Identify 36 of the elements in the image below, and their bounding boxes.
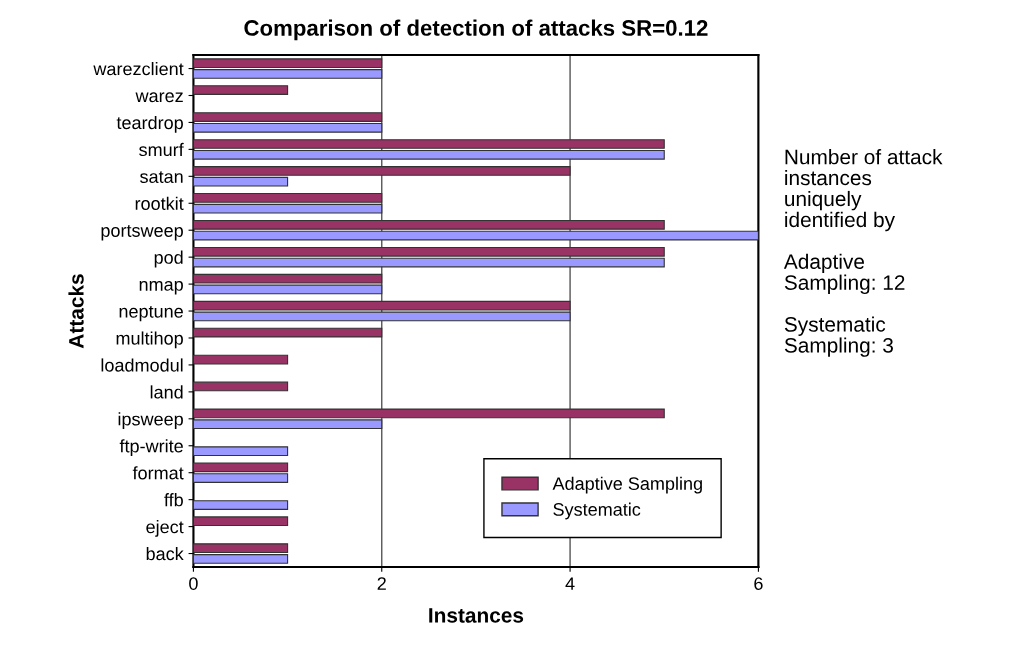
x-tick-label: 2	[377, 577, 386, 590]
y-tick-label: back	[146, 546, 184, 561]
y-tick-label: teardrop	[116, 115, 183, 133]
y-tick-label: pod	[154, 250, 183, 268]
x-axis-title: Instances	[429, 608, 524, 623]
text: Number of attack instances uniquely identified by Adaptive Sampling: 12 Systematic Sampling: 3	[783, 149, 943, 357]
y-tick-label: rootkit	[135, 196, 184, 210]
legend-label: Adaptive Sampling	[552, 476, 702, 494]
y-tick-label: ftp-write	[119, 439, 183, 457]
y-axis-title: Attacks	[68, 274, 84, 349]
x-tick-label: 0	[189, 577, 198, 590]
y-tick-label: satan	[140, 171, 183, 184]
chart-title: Comparison of detection of attacks SR=0.12	[244, 19, 708, 41]
bar	[193, 500, 289, 510]
y-tick-label: format	[132, 466, 184, 480]
bar	[193, 354, 289, 365]
y-tick-label: neptune	[119, 305, 183, 322]
bar	[193, 516, 289, 527]
y-tick-label: loadmodul	[101, 358, 183, 372]
y-tick-label: ipsweep	[118, 412, 183, 430]
y-tick-label: smurf	[139, 142, 184, 157]
bar	[193, 327, 383, 338]
y-tick-label: warez	[135, 92, 183, 103]
y-tick-label: ffb	[164, 493, 183, 507]
y-tick-label: warezclient	[93, 62, 184, 76]
legend-label: Systematic	[553, 502, 641, 520]
y-tick-label: nmap	[139, 280, 183, 295]
bar	[193, 381, 289, 392]
x-tick-label: 4	[565, 577, 575, 590]
y-tick-label: land	[150, 385, 183, 399]
bar	[193, 446, 289, 457]
y-tick-label: multihop	[116, 331, 183, 349]
bar	[193, 85, 289, 95]
y-tick-label: portsweep	[101, 225, 183, 241]
x-tick-label: 6	[754, 577, 763, 590]
y-tick-label: eject	[146, 520, 184, 537]
